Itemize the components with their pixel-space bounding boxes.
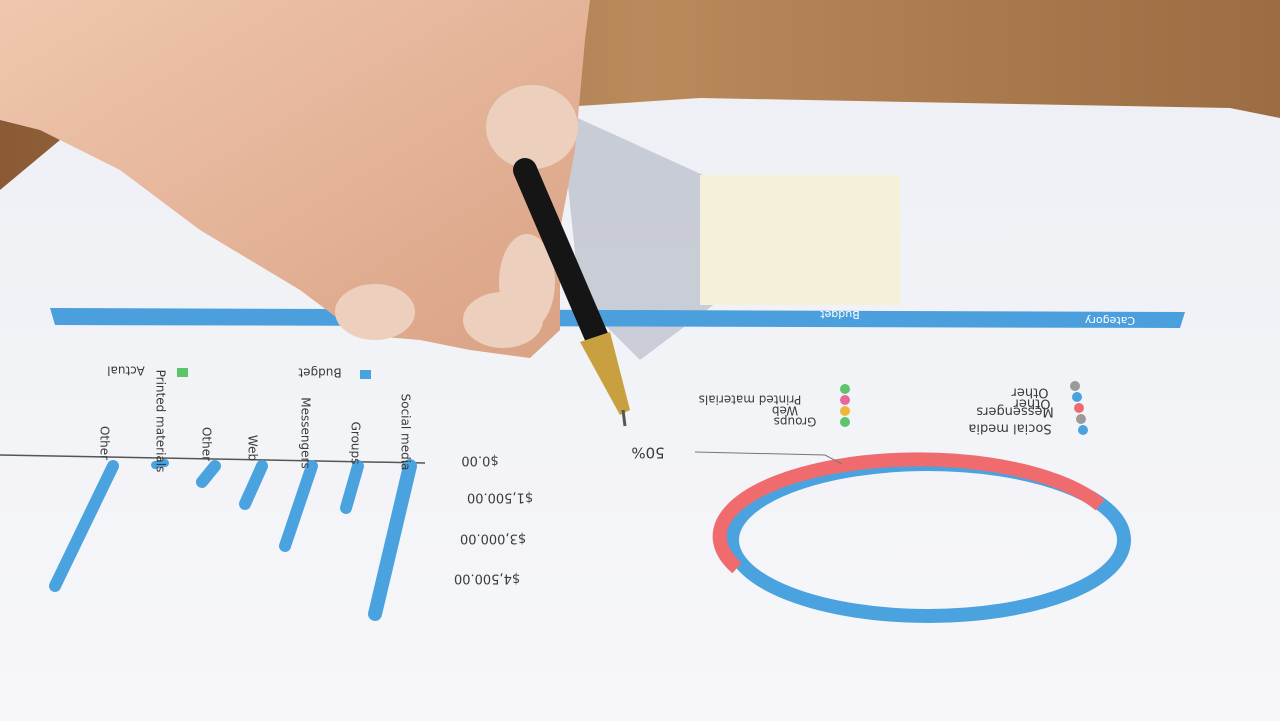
hand (0, 0, 590, 358)
donut-segment (712, 452, 1105, 574)
legend-dots (840, 381, 1088, 435)
dot (1072, 392, 1082, 402)
pen-body (513, 158, 612, 357)
axis-label: $4,500.00 (454, 571, 520, 586)
category-label: Groups (349, 422, 363, 465)
legend-label: Social media (968, 421, 1051, 436)
legend-swatch (360, 370, 371, 379)
legend-label: Other (1013, 396, 1051, 411)
pen-tip (580, 332, 630, 415)
donut-label: 50% (631, 444, 664, 462)
bar (368, 459, 417, 621)
bar (196, 460, 221, 488)
legend-label: Web (772, 404, 798, 418)
axis-label: $0.00 (461, 453, 498, 468)
bar (49, 460, 119, 592)
shadow (560, 110, 780, 360)
leader-line (694, 451, 843, 465)
legend-label: Messengers (976, 404, 1054, 419)
category-label: Printed materials (154, 370, 168, 473)
dot (1074, 403, 1084, 413)
category-label: Other (200, 427, 214, 461)
pen (513, 158, 630, 427)
legend-label: Budget (298, 366, 341, 380)
bars (49, 459, 417, 621)
dot (840, 417, 850, 427)
category-label: Social media (399, 394, 413, 471)
dot (1076, 414, 1086, 424)
legend-label: Other (1011, 385, 1049, 400)
bar (340, 460, 364, 514)
dot (840, 384, 850, 394)
axis-label: $1,500.00 (467, 490, 533, 505)
dot (840, 395, 850, 405)
dot (1078, 425, 1088, 435)
legend-label: Groups (774, 415, 817, 429)
hand-skin (0, 0, 590, 358)
bar (239, 460, 268, 510)
category-label: Messengers (299, 397, 313, 468)
nail (463, 292, 543, 348)
bar (279, 460, 318, 552)
legend-swatch (177, 368, 188, 377)
table-header: Category (1084, 314, 1135, 327)
nail (335, 284, 415, 340)
axis-label: $3,000.00 (460, 531, 526, 546)
category-label: Web (246, 435, 260, 461)
legend-label: Printed materials (699, 393, 802, 407)
bar (151, 459, 169, 469)
table-cell (700, 175, 900, 305)
nail (486, 85, 578, 169)
dot (1070, 381, 1080, 391)
legend-label: Actual (107, 364, 145, 378)
table-header: Budget (820, 308, 860, 321)
category-label: Other (98, 426, 112, 460)
dot (840, 406, 850, 416)
pen-point (621, 409, 627, 427)
